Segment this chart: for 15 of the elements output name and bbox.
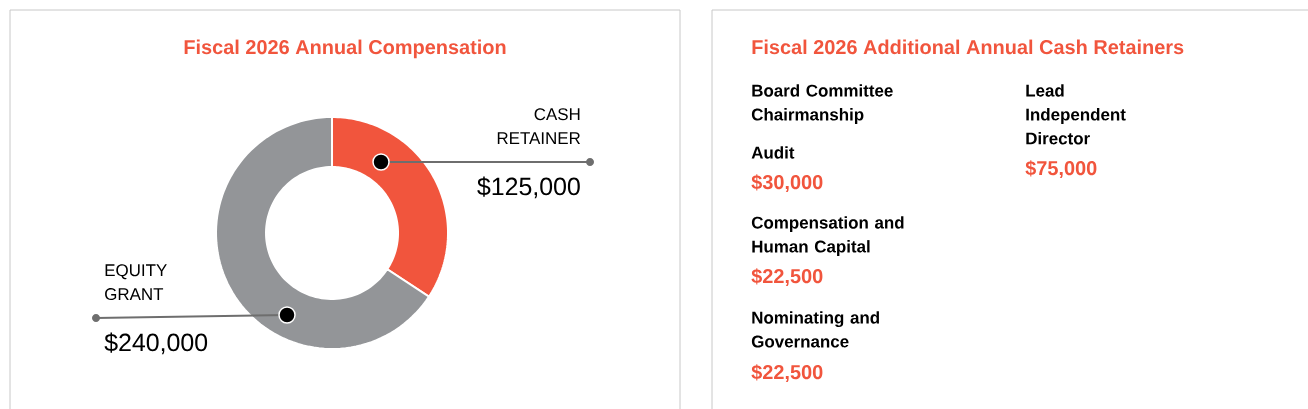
data-label: $125,000 [477,176,580,199]
text: $22,500 [751,268,823,287]
text: Compensation and Human Capital [751,216,904,256]
text: Board Committee Chairmanship [751,84,893,124]
text: Audit [751,146,795,159]
data-label: $240,000 [104,332,208,355]
text: $22,500 [751,364,823,383]
text: Lead Independent Director [1026,84,1126,145]
slice-label: EQUITY GRANT [105,264,167,301]
text: Nominating and Governance [751,311,879,348]
text: Fiscal 2026 Additional Annual Cash Retainers [752,39,1184,55]
text: $75,000 [1025,160,1097,179]
slice-label: CASH RETAINER [497,108,581,144]
chart-title: Fiscal 2026 Annual Compensation [184,39,506,59]
text: $30,000 [751,174,823,193]
